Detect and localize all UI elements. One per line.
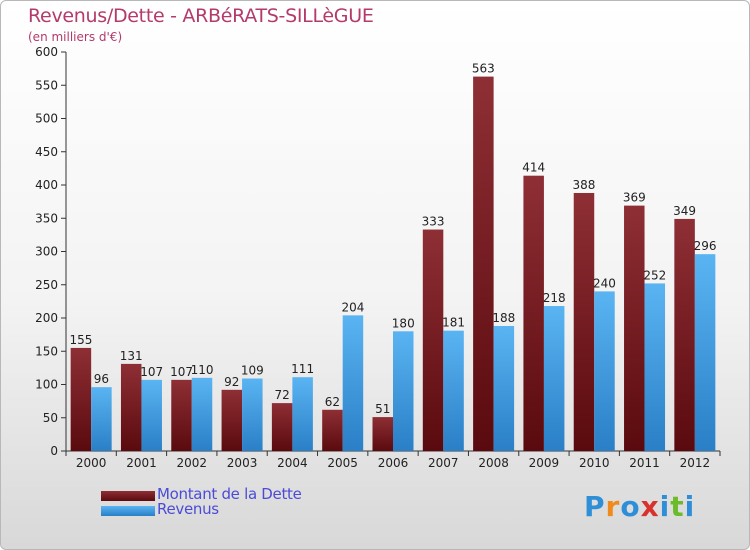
proxiti-logo: Proxiti (584, 490, 695, 523)
bar-dette (473, 76, 494, 451)
data-label-revenus: 204 (341, 300, 364, 314)
x-tick-label: 2012 (680, 456, 711, 470)
bar-dette (422, 229, 444, 451)
y-tick-label: 200 (35, 311, 58, 325)
x-tick-label: 2007 (428, 456, 459, 470)
data-label-dette: 72 (274, 388, 289, 402)
legend-label-dette: Montant de la Dette (157, 485, 302, 503)
bar-dette (120, 363, 142, 451)
bar-revenus (443, 330, 464, 451)
data-label-revenus: 240 (593, 276, 616, 290)
logo-letter: P (584, 490, 606, 523)
data-label-dette: 369 (623, 191, 646, 205)
bar-revenus (393, 331, 414, 451)
x-tick-label: 2005 (327, 456, 358, 470)
y-tick-label: 0 (50, 444, 58, 458)
x-tick-label: 2009 (529, 456, 560, 470)
bar-revenus (342, 315, 364, 451)
bar-dette (523, 175, 544, 451)
data-label-dette: 414 (522, 161, 545, 175)
logo-letter: r (605, 490, 621, 523)
data-label-dette: 51 (375, 402, 390, 416)
bar-layer (70, 76, 716, 452)
bar-revenus (242, 378, 263, 451)
data-label-dette: 388 (573, 178, 596, 192)
logo-letter: t (670, 490, 685, 523)
bar-revenus (292, 377, 313, 451)
data-label-dette: 349 (673, 204, 696, 218)
bar-dette (322, 409, 343, 451)
data-label-revenus: 296 (694, 239, 717, 253)
bar-revenus (141, 379, 162, 451)
y-tick-label: 400 (35, 178, 58, 192)
x-tick-label: 2010 (579, 456, 610, 470)
label-layer: 2000155962001131107200210711020039210920… (69, 62, 716, 470)
bar-dette (221, 389, 243, 451)
bar-dette (624, 205, 645, 451)
data-label-revenus: 109 (241, 364, 264, 378)
chart-title: Revenus/Dette - ARBéRATS-SILLèGUE (28, 5, 374, 27)
data-label-revenus: 181 (442, 316, 465, 330)
bar-revenus (91, 387, 112, 451)
data-label-revenus: 107 (140, 365, 163, 379)
x-tick-label: 2011 (629, 456, 660, 470)
bar-dette (674, 218, 695, 451)
data-label-dette: 333 (422, 215, 445, 229)
x-tick-label: 2000 (76, 456, 107, 470)
data-label-dette: 563 (472, 62, 495, 76)
data-label-revenus: 218 (543, 291, 566, 305)
x-tick-label: 2008 (478, 456, 509, 470)
y-tick-label: 500 (35, 112, 58, 126)
data-label-revenus: 188 (492, 311, 515, 325)
bar-dette (271, 403, 293, 451)
logo-letter: o (620, 490, 641, 523)
y-tick-label: 250 (35, 278, 58, 292)
bar-revenus (694, 254, 716, 451)
x-tick-label: 2001 (126, 456, 157, 470)
bar-dette (573, 192, 595, 452)
logo-letter: i (684, 490, 696, 523)
chart-subtitle: (en milliers d'€) (28, 30, 123, 44)
bar-revenus (493, 325, 515, 451)
data-label-dette: 155 (69, 333, 92, 347)
bar-dette (70, 347, 92, 451)
y-tick-label: 150 (35, 344, 58, 358)
x-tick-label: 2006 (378, 456, 409, 470)
bar-dette (372, 417, 393, 451)
data-label-revenus: 96 (94, 372, 109, 386)
logo-letter: i (659, 490, 671, 523)
data-label-dette: 107 (170, 365, 193, 379)
legend-swatch-dette (101, 491, 155, 501)
data-label-dette: 62 (325, 395, 340, 409)
data-label-dette: 131 (120, 349, 143, 363)
y-tick-label: 550 (35, 78, 58, 92)
bar-revenus (644, 283, 666, 451)
data-label-revenus: 110 (191, 363, 214, 377)
y-tick-label: 50 (43, 411, 58, 425)
bar-revenus (191, 377, 213, 451)
y-tick-label: 100 (35, 378, 58, 392)
x-tick-label: 2004 (277, 456, 308, 470)
x-tick-label: 2003 (227, 456, 258, 470)
data-label-revenus: 180 (392, 316, 415, 330)
y-tick-label: 450 (35, 145, 58, 159)
logo-letter: x (640, 490, 660, 523)
y-tick-label: 350 (35, 211, 58, 225)
bar-revenus (594, 291, 615, 451)
legend-label-revenus: Revenus (157, 500, 219, 518)
y-tick-label: 300 (35, 245, 58, 259)
data-label-dette: 92 (224, 375, 239, 389)
data-label-revenus: 111 (291, 362, 314, 376)
bar-revenus (543, 306, 565, 451)
y-tick-label: 600 (35, 45, 58, 59)
legend-swatch-revenus (101, 506, 155, 516)
x-tick-label: 2002 (176, 456, 207, 470)
data-label-revenus: 252 (643, 268, 666, 282)
bar-dette (171, 379, 192, 451)
